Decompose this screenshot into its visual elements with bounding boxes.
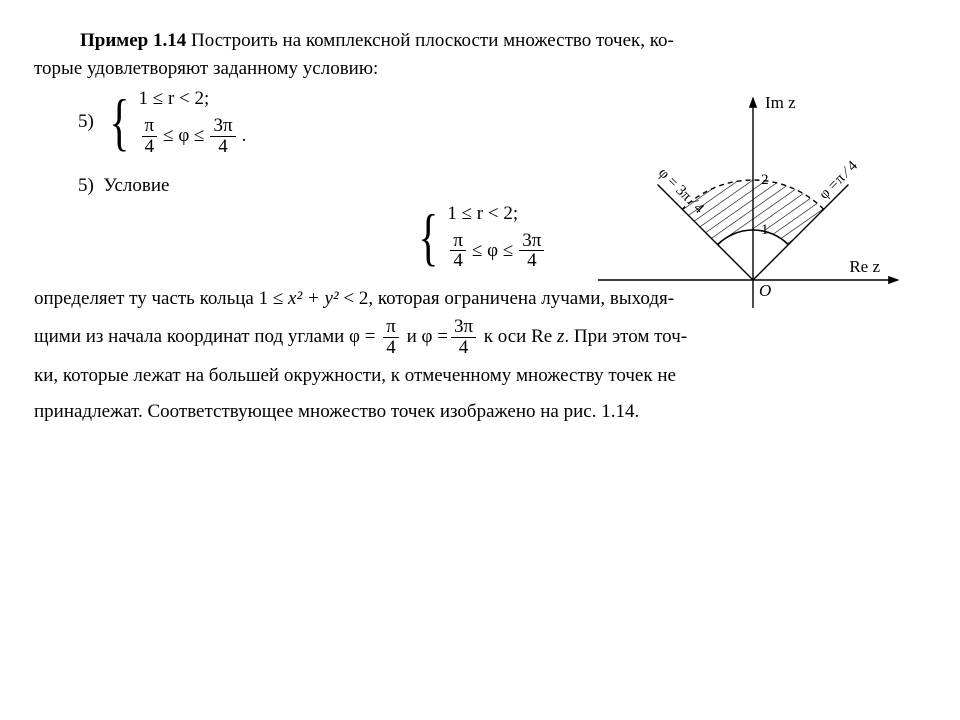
b2a: щими из начала координат под углами φ = bbox=[34, 326, 380, 347]
diagram-svg: 12Im zRe zOφ = π ∕ 4φ = 3π ∕ 4 bbox=[588, 90, 908, 320]
frac1-num: π bbox=[142, 116, 158, 137]
title-paragraph: Пример 1.14 Построить на комплексной пло… bbox=[34, 28, 926, 54]
b2b: и φ = bbox=[402, 326, 448, 347]
b2c: к оси Re bbox=[479, 326, 557, 347]
svg-text:O: O bbox=[759, 281, 771, 300]
title-text-1: Построить на комплексной плоскости множе… bbox=[186, 30, 674, 51]
frac1b-num: π bbox=[450, 231, 466, 252]
body-line-4: принадлежат. Соответствующее множество т… bbox=[34, 394, 926, 430]
cond-mid: ≤ φ ≤ bbox=[163, 125, 204, 147]
b1a: определяет ту часть кольца 1 ≤ bbox=[34, 288, 288, 309]
frac2-num: 3π bbox=[210, 116, 235, 137]
bfrac1n: π bbox=[383, 317, 399, 338]
cond-line-2: π4 ≤ φ ≤ 3π4 . bbox=[139, 116, 247, 157]
cond-tail: . bbox=[242, 125, 247, 147]
frac2b-den: 4 bbox=[524, 251, 540, 271]
bfrac1d: 4 bbox=[383, 338, 399, 358]
cond2-mid: ≤ φ ≤ bbox=[472, 240, 513, 262]
cond2-line-1: 1 ≤ r < 2; bbox=[447, 203, 547, 225]
svg-text:φ = 3π ∕ 4: φ = 3π ∕ 4 bbox=[655, 165, 707, 217]
b2d: . При этом точ- bbox=[564, 326, 687, 347]
svg-text:1: 1 bbox=[761, 222, 769, 238]
brace-icon-2: { bbox=[418, 203, 438, 272]
diagram: 12Im zRe zOφ = π ∕ 4φ = 3π ∕ 4 bbox=[588, 90, 908, 320]
bfrac2d: 4 bbox=[456, 338, 472, 358]
frac1-den: 4 bbox=[142, 137, 158, 157]
body-line-2: щими из начала координат под углами φ = … bbox=[34, 317, 926, 358]
svg-text:Re z: Re z bbox=[849, 257, 880, 276]
item-number-1: 5) bbox=[78, 111, 94, 133]
cond2-line-2: π4 ≤ φ ≤ 3π4 bbox=[447, 231, 547, 272]
brace-icon: { bbox=[109, 88, 129, 157]
body-line-3: ки, которые лежат на большей окружности,… bbox=[34, 358, 926, 394]
x2y2: x² + y² bbox=[288, 288, 339, 309]
frac2b-num: 3π bbox=[519, 231, 544, 252]
svg-text:2: 2 bbox=[761, 172, 769, 188]
title-line-2: торые удовлетворяют заданному условию: bbox=[34, 58, 926, 80]
frac2-den: 4 bbox=[215, 137, 231, 157]
bfrac2n: 3π bbox=[451, 317, 476, 338]
svg-text:Im z: Im z bbox=[765, 93, 796, 112]
cond-line-1: 1 ≤ r < 2; bbox=[139, 88, 247, 110]
example-label: Пример 1.14 bbox=[80, 30, 186, 51]
frac1b-den: 4 bbox=[450, 251, 466, 271]
